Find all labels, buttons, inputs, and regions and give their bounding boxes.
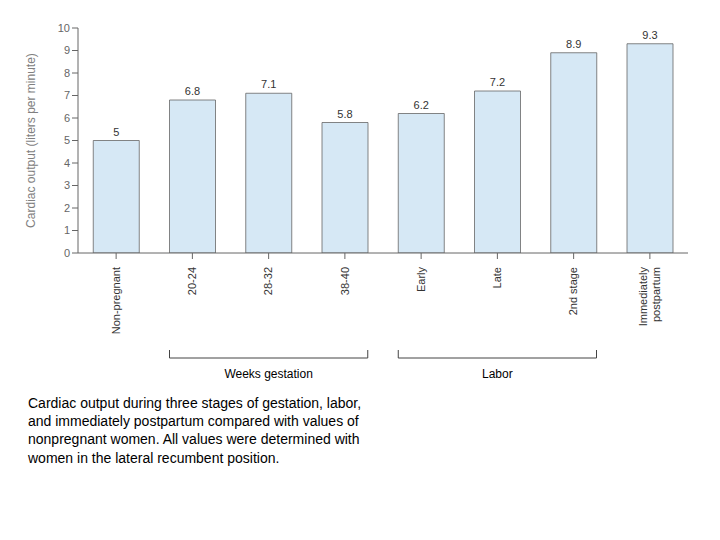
svg-text:Weeks gestation: Weeks gestation [224, 367, 313, 381]
svg-text:1: 1 [64, 224, 70, 236]
svg-text:10: 10 [58, 22, 70, 34]
svg-text:28-32: 28-32 [262, 267, 274, 295]
svg-text:7.2: 7.2 [490, 76, 505, 88]
svg-text:8.9: 8.9 [566, 38, 581, 50]
svg-text:20-24: 20-24 [186, 267, 198, 295]
svg-text:Cardiac output (liters per min: Cardiac output (liters per minute) [24, 53, 38, 228]
svg-text:2nd stage: 2nd stage [567, 267, 579, 315]
svg-text:5.8: 5.8 [337, 108, 352, 120]
svg-text:Late: Late [491, 267, 503, 288]
svg-text:7: 7 [64, 89, 70, 101]
svg-text:9: 9 [64, 44, 70, 56]
svg-text:3: 3 [64, 179, 70, 191]
svg-text:9.3: 9.3 [642, 29, 657, 41]
svg-text:8: 8 [64, 67, 70, 79]
svg-text:5: 5 [64, 134, 70, 146]
html-text:Cardiac output during three st: Cardiac output during three stages of ge… [28, 395, 362, 466]
svg-text:5: 5 [113, 126, 119, 138]
svg-text:Labor: Labor [482, 367, 513, 381]
svg-text:6.2: 6.2 [414, 99, 429, 111]
svg-text:6: 6 [64, 112, 70, 124]
svg-text:Early: Early [415, 267, 427, 293]
svg-text:2: 2 [64, 202, 70, 214]
svg-text:7.1: 7.1 [261, 78, 276, 90]
svg-text:0: 0 [64, 247, 70, 259]
svg-text:Non-pregnant: Non-pregnant [110, 267, 122, 334]
svg-text:6.8: 6.8 [185, 85, 200, 97]
svg-text:38-40: 38-40 [339, 267, 351, 295]
svg-text:Immediatelypostpartum: Immediatelypostpartum [637, 267, 662, 327]
svg-text:4: 4 [64, 157, 70, 169]
